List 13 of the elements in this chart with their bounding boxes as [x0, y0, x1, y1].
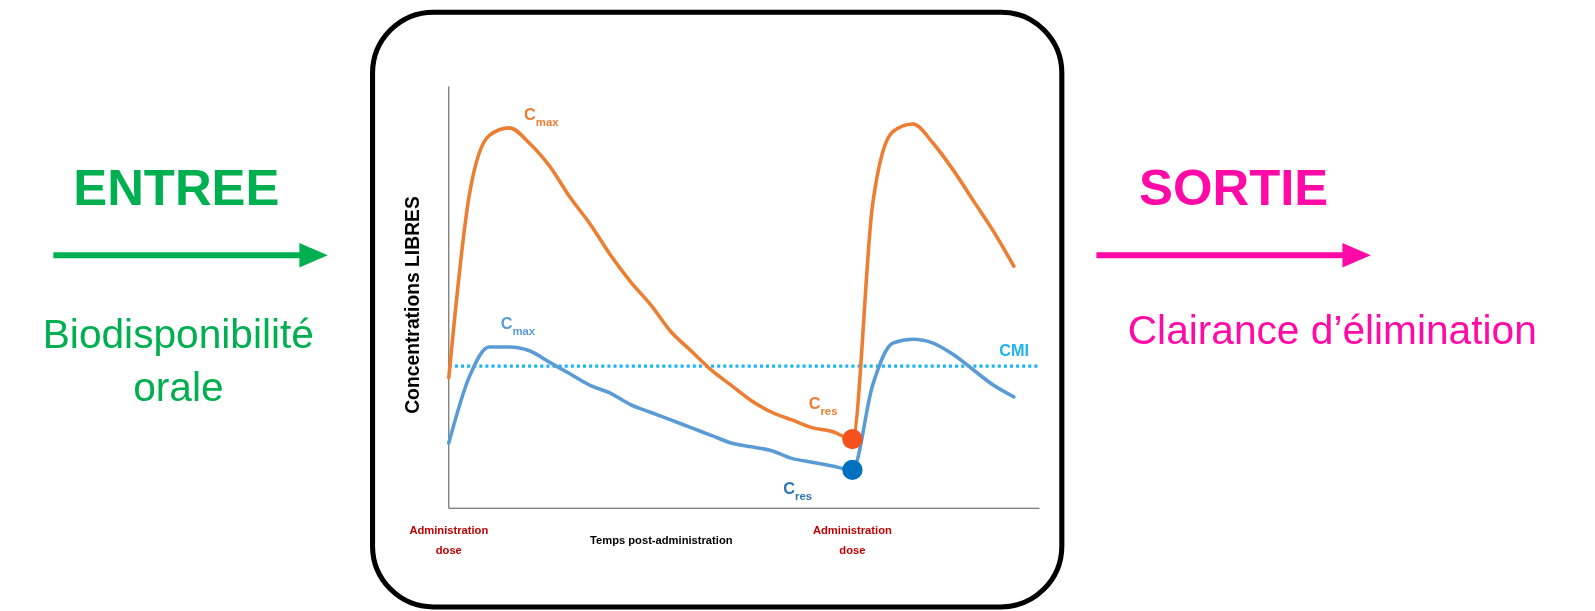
text: Biodisponibilité orale	[42, 310, 314, 410]
x-tick-label: Administration dose	[409, 523, 489, 557]
x-tick-label: Administration dose	[812, 523, 892, 557]
text: ENTREE	[73, 159, 280, 217]
text: Clairance d’élimination	[1127, 306, 1537, 353]
text: SORTIE	[1139, 159, 1329, 217]
annotation: C$_{max}$	[500, 314, 536, 338]
x-axis-title: Temps post-administration	[589, 533, 733, 546]
annotation: C$_{res}$	[808, 393, 838, 417]
ref-line-label: CMI	[999, 340, 1029, 359]
y-axis-title: Concentrations LIBRES	[402, 196, 424, 414]
annotation: C$_{res}$	[783, 479, 813, 503]
annotation: C$_{max}$	[524, 104, 560, 128]
